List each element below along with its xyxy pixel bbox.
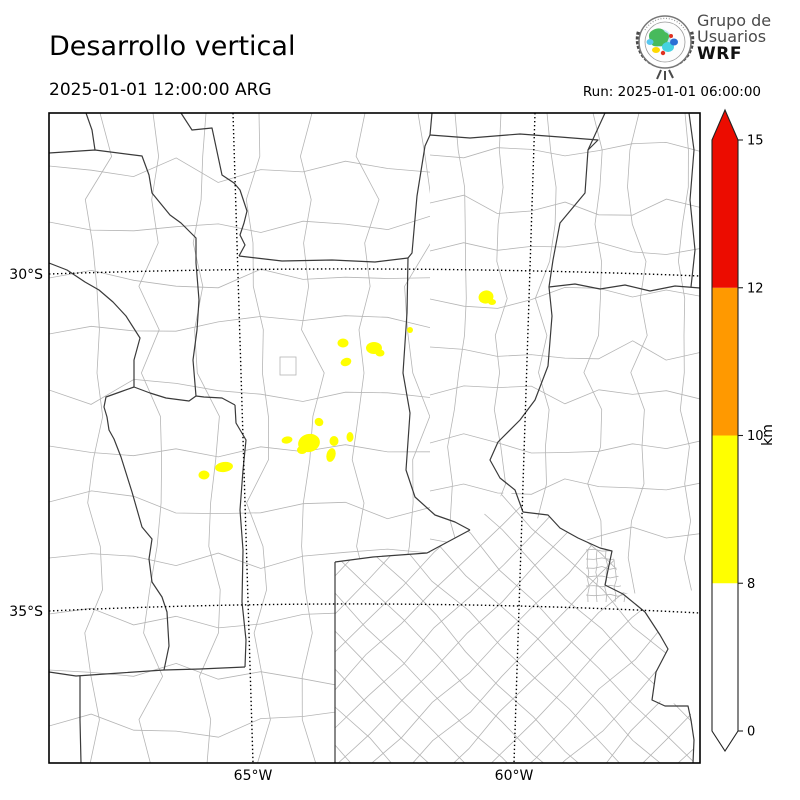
province-border xyxy=(180,113,248,257)
convection-overlay xyxy=(198,290,496,480)
logo-org-line3: WRF xyxy=(697,43,742,64)
colorbar-extend-under xyxy=(712,731,738,751)
colorbar-segment xyxy=(712,140,738,288)
graticule-line xyxy=(232,113,254,763)
convection-cell xyxy=(297,446,307,454)
colorbar-segment xyxy=(712,435,738,584)
colorbar-segment xyxy=(712,287,738,436)
map-background xyxy=(49,113,700,763)
province-border xyxy=(85,113,96,151)
county-boundaries-west xyxy=(49,113,430,763)
colorbar-tick-label: 8 xyxy=(747,577,755,592)
colorbar-segment xyxy=(712,583,738,731)
province-border xyxy=(49,262,141,387)
province-boundaries xyxy=(49,113,700,763)
valid-time-label: 2025-01-01 12:00:00 ARG xyxy=(49,80,272,100)
province-border xyxy=(103,386,170,671)
colorbar-unit-label: km xyxy=(760,424,776,446)
convection-cell xyxy=(329,436,339,446)
colorbar-tick-label: 10 xyxy=(747,429,764,444)
logo-org-line2: Usuarios xyxy=(697,27,767,47)
convection-cell xyxy=(326,448,336,462)
colorbar-tick-label: 15 xyxy=(747,134,764,149)
graticule-lines xyxy=(49,113,700,763)
convection-cell xyxy=(407,327,413,333)
convection-cell xyxy=(314,417,324,427)
graticule-line xyxy=(513,113,536,763)
province-border xyxy=(49,666,246,677)
convection-cell xyxy=(337,338,349,348)
province-border xyxy=(429,133,599,151)
colorbar-tick-label: 12 xyxy=(747,281,764,296)
lat-label-30s: 30°S xyxy=(9,267,43,283)
wrf-logo-emblem-icon xyxy=(635,15,695,80)
lat-label-35s: 35°S xyxy=(9,604,43,620)
province-border xyxy=(133,386,236,406)
province-border xyxy=(49,149,200,397)
convection-cell xyxy=(215,461,233,473)
province-border xyxy=(402,113,471,531)
province-border xyxy=(688,113,696,288)
graticule-line xyxy=(49,268,700,277)
province-border xyxy=(334,529,471,563)
county-boundaries-northeast xyxy=(429,113,700,594)
logo-map-collage xyxy=(646,28,678,56)
province-border xyxy=(548,283,700,292)
colorbar: 0 8 10 12 15 xyxy=(711,108,764,753)
lon-label-60w: 60°W xyxy=(495,768,534,784)
colorbar-extend-over xyxy=(712,110,738,140)
convection-cell xyxy=(340,357,352,367)
convection-cell xyxy=(346,432,354,442)
run-time-label: Run: 2025-01-01 06:00:00 xyxy=(582,84,761,100)
wrf-users-group-wordmark: Grupo de Usuarios WRF xyxy=(697,11,772,64)
convection-cell xyxy=(198,470,210,480)
colorbar-tick-label: 0 xyxy=(747,725,755,740)
convection-cell xyxy=(281,436,293,444)
page-title: Desarrollo vertical xyxy=(49,31,296,62)
province-border xyxy=(522,511,695,763)
province-border xyxy=(234,404,247,668)
map-frame xyxy=(48,112,701,764)
province-border xyxy=(489,113,606,513)
capital-district-outline xyxy=(279,356,297,376)
convection-cell xyxy=(488,299,496,305)
province-border xyxy=(238,255,409,263)
convection-cell xyxy=(375,349,385,357)
lon-label-65w: 65°W xyxy=(234,768,273,784)
province-border xyxy=(79,676,82,763)
graticule-line xyxy=(49,603,700,614)
logo-org-line1: Grupo de xyxy=(697,11,772,30)
